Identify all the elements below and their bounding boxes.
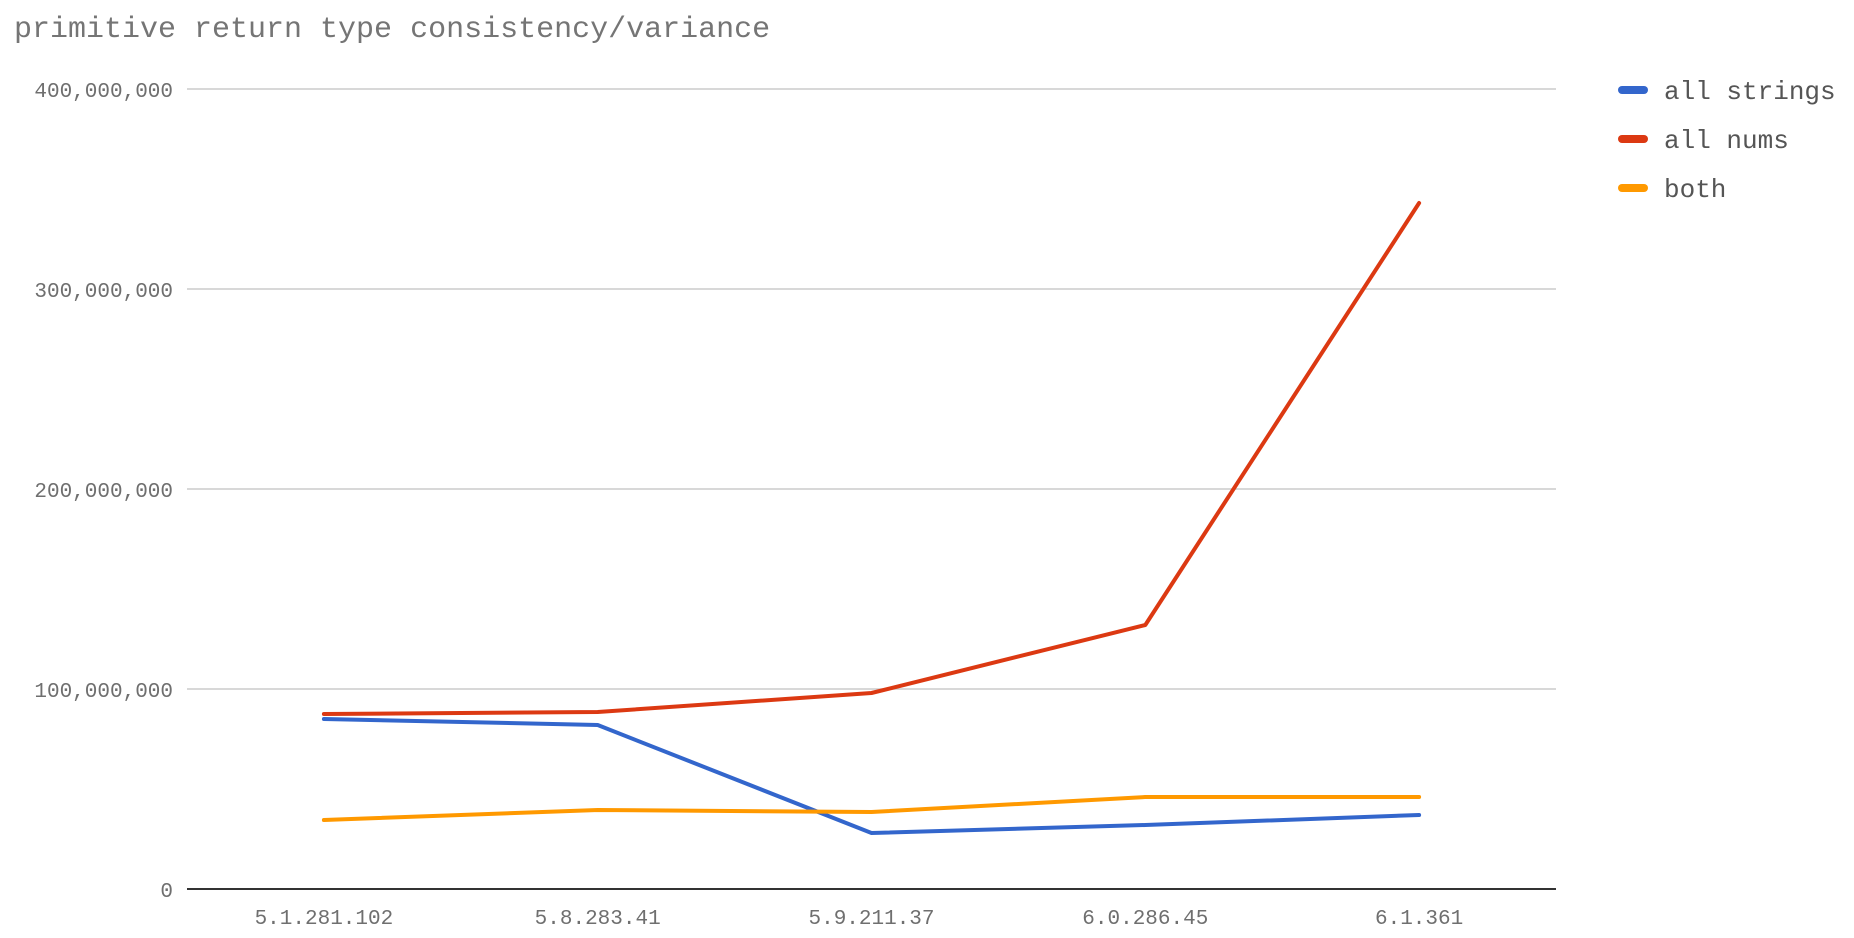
series-line-all-nums	[321, 201, 1422, 716]
gridlines	[187, 88, 1556, 690]
legend-label: all strings	[1664, 77, 1836, 107]
y-tick-label: 200,000,000	[34, 481, 173, 504]
x-tick-label: 5.8.283.41	[535, 908, 661, 931]
y-tick-label: 100,000,000	[34, 681, 173, 704]
legend-label: all nums	[1664, 126, 1789, 156]
x-tick-label: 6.1.361	[1375, 908, 1463, 931]
y-axis-ticks: 0 100,000,000 200,000,000 300,000,000 400,00…	[34, 81, 173, 904]
x-tick-label: 5.9.211.37	[808, 908, 934, 931]
series-line-all-strings	[321, 717, 1422, 835]
series-line-both	[321, 795, 1422, 822]
legend: all strings all nums both	[1618, 77, 1836, 205]
chart-title: primitive return type consistency/varian…	[14, 13, 770, 47]
x-tick-label: 6.0.286.45	[1082, 908, 1208, 931]
y-tick-label: 0	[160, 881, 173, 904]
series-lines	[321, 201, 1422, 835]
x-axis-ticks: 5.1.281.102 5.8.283.41 5.9.211.37 6.0.286.4…	[255, 908, 1464, 931]
x-tick-label: 5.1.281.102	[255, 908, 394, 931]
legend-label: both	[1664, 175, 1726, 205]
y-tick-label: 400,000,000	[34, 81, 173, 104]
y-tick-label: 300,000,000	[34, 281, 173, 304]
